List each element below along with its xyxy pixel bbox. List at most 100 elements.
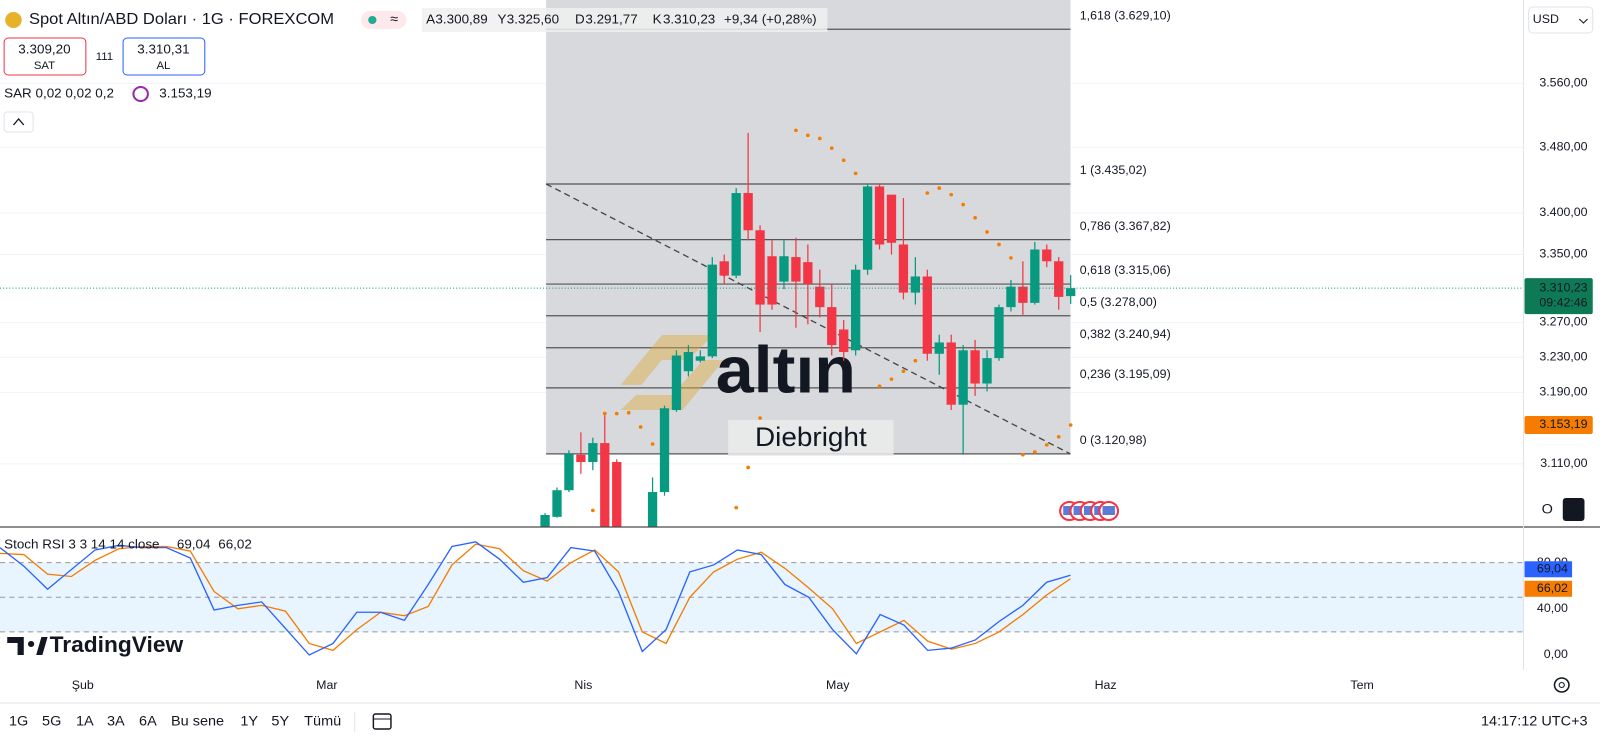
collapse-button[interactable] — [3, 111, 34, 133]
status-pill — [360, 11, 407, 29]
currency-button[interactable] — [1528, 6, 1594, 34]
ohlc-bg — [421, 8, 828, 32]
event-flag-stripe — [1073, 506, 1086, 515]
sar-value: 3.153,19 — [159, 86, 211, 101]
status-dot — [368, 16, 377, 24]
sar-dot — [829, 146, 834, 150]
candle-body — [540, 514, 550, 527]
range-button[interactable]: 6A — [139, 714, 157, 730]
x-tick-label: Haz — [1095, 678, 1117, 692]
watermark-author: Diebright — [755, 422, 867, 452]
range-button[interactable]: 1A — [76, 714, 94, 730]
settings-icon-center[interactable] — [1558, 682, 1565, 688]
sar-dot — [961, 202, 966, 207]
sar-dot — [985, 230, 989, 234]
sar-dot — [1044, 443, 1049, 447]
axis-value-box — [1524, 561, 1573, 578]
range-button[interactable]: 1Y — [240, 714, 258, 730]
clock: 14:17:12 UTC+3 — [1481, 714, 1588, 730]
sar-dot — [973, 216, 977, 220]
indicator-title: Stoch RSI 3 3 14 14 close — [4, 537, 159, 552]
sar-dot — [614, 411, 619, 416]
sar-dot — [734, 505, 739, 510]
candle-body — [767, 256, 777, 305]
fib-label: 0,5 (3.278,00) — [1080, 295, 1157, 309]
sar-dot — [937, 186, 942, 190]
ohlc-change: +9,34 (+0,28%) — [724, 12, 817, 27]
candle-body — [719, 261, 729, 276]
candle-body — [588, 443, 598, 463]
fib-label: 1 (3.435,02) — [1080, 163, 1147, 177]
candle-body — [1018, 286, 1028, 303]
candle-body — [791, 257, 801, 282]
sar-dot — [590, 508, 595, 513]
settings-icon[interactable] — [1553, 677, 1570, 693]
candle-body — [707, 264, 717, 357]
indicator-value: 66,02 — [218, 537, 252, 552]
fib-label: 0,236 (3.195,09) — [1080, 367, 1171, 381]
watermark-logo — [620, 335, 724, 410]
range-button[interactable]: 5Y — [271, 714, 289, 730]
candle-body — [600, 443, 610, 527]
sar-name: SAR 0,02 0,02 0,2 — [4, 86, 114, 101]
sar-dot — [638, 425, 643, 429]
candle-body — [850, 269, 861, 351]
spread: 111 — [96, 51, 113, 63]
sell-label: SAT — [34, 60, 55, 72]
sar-dot — [746, 465, 750, 470]
candle-body — [576, 454, 586, 463]
fib-label: 0,618 (3.315,06) — [1080, 263, 1171, 277]
event-flag-stripe — [1102, 506, 1115, 515]
range-button[interactable]: 5G — [42, 714, 61, 730]
candle-body — [671, 355, 682, 411]
date-range-icon[interactable] — [372, 713, 392, 730]
y-tick-label: 3.190,00 — [1539, 385, 1587, 399]
sar-label: 3.153,19 — [1539, 417, 1587, 431]
stoch-line — [0, 541, 1071, 656]
sar-dot — [913, 358, 918, 363]
x-tick-label: Nis — [574, 678, 592, 692]
range-button[interactable]: 1G — [9, 714, 28, 730]
range-button[interactable]: Tümü — [304, 714, 341, 730]
candle-body — [695, 356, 706, 361]
sar-dot — [901, 369, 906, 374]
ohlc-value: 3.291,77 — [585, 12, 637, 27]
sar-dot — [1021, 452, 1025, 457]
sar-dot — [602, 411, 607, 416]
sar-dot — [650, 442, 655, 446]
candle-body — [970, 350, 980, 384]
scale-button[interactable]: O — [1542, 502, 1553, 518]
watermark-text: altın — [716, 333, 856, 407]
range-button[interactable]: 3A — [107, 714, 125, 730]
sar-dot — [626, 410, 631, 415]
candle-body — [946, 342, 956, 405]
sell-price: 3.309,20 — [18, 42, 70, 57]
ohlc-key: K — [653, 12, 662, 27]
candle-body — [731, 193, 741, 276]
y-tick-label: 3.110,00 — [1540, 456, 1588, 470]
sar-dot — [997, 242, 1001, 247]
sar-dot — [1068, 423, 1073, 427]
candle-body — [874, 186, 885, 245]
scale-button-box[interactable] — [1562, 498, 1585, 521]
y-tick-label: 3.480,00 — [1539, 140, 1587, 154]
sar-dot — [841, 158, 846, 163]
buy-button[interactable] — [122, 37, 206, 76]
scale-button[interactable]: L — [1569, 502, 1577, 518]
sell-button[interactable] — [3, 37, 87, 76]
range-button[interactable]: Bu sene — [171, 714, 224, 730]
symbol-title: Spot Altın/ABD Doları · 1G · FOREXCOM — [29, 10, 334, 28]
sar-dot — [1032, 450, 1037, 454]
event-flag-stripe — [1083, 506, 1097, 515]
trend-line — [545, 183, 1071, 455]
currency: USD — [1533, 12, 1559, 26]
sar-dot — [1056, 435, 1061, 439]
candle-body — [659, 408, 670, 493]
buy-label: AL — [156, 60, 170, 72]
symbol-icon — [5, 12, 22, 28]
sar-dot — [805, 133, 810, 138]
candle-body — [1006, 286, 1016, 308]
ohlc-value: 3.300,89 — [435, 12, 487, 27]
ohlc-key: A — [426, 12, 435, 27]
fib-label: 0 (3.120,98) — [1080, 433, 1147, 447]
